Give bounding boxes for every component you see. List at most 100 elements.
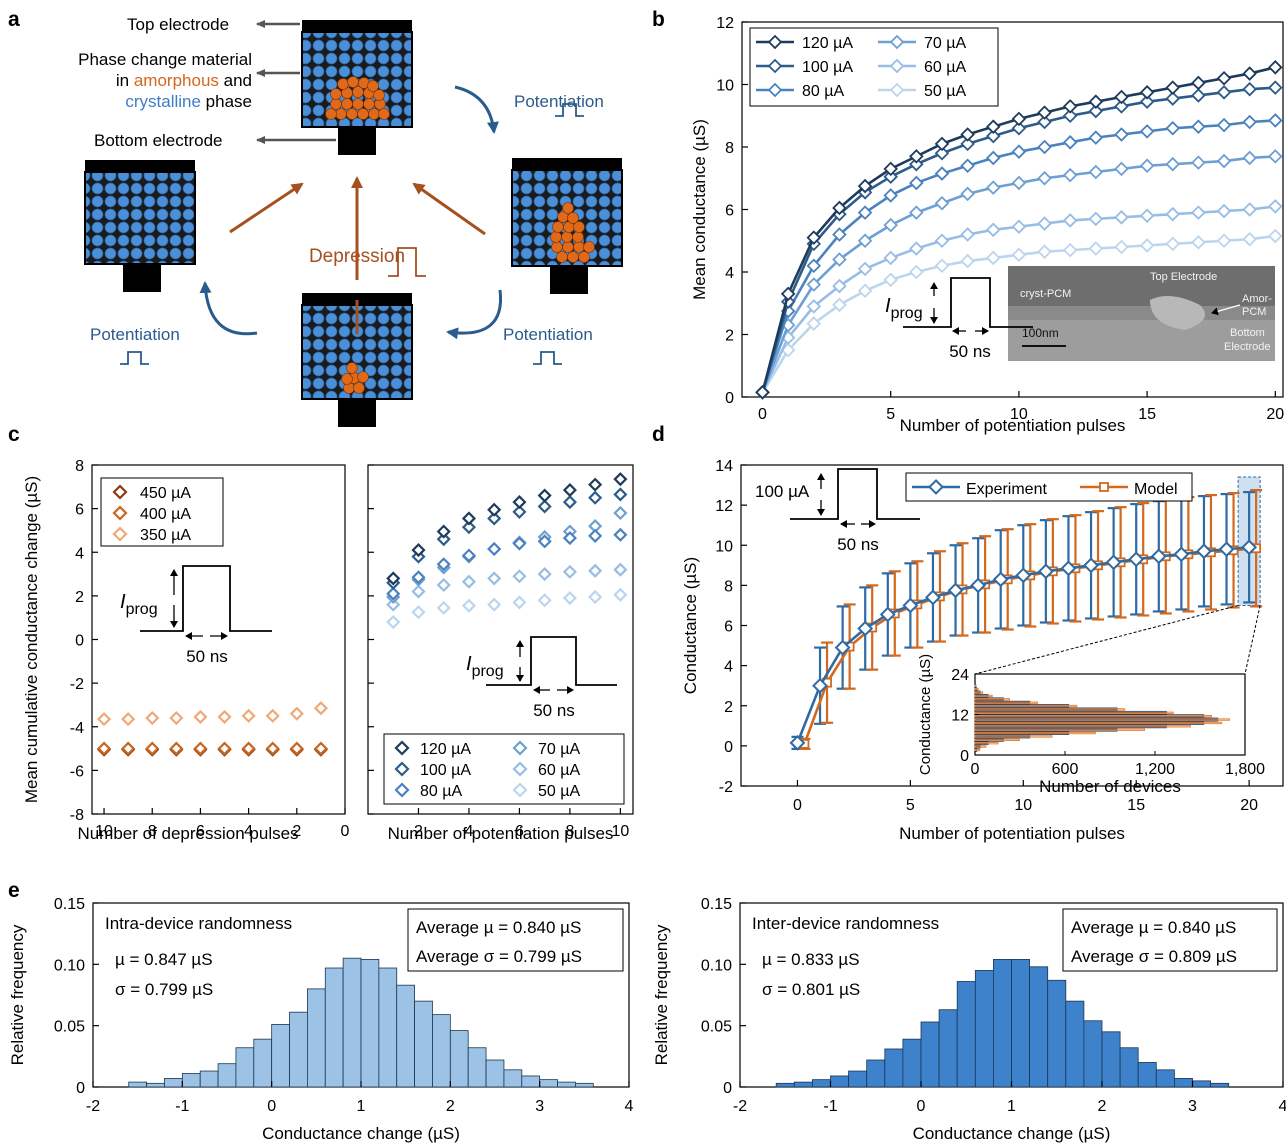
c-right-legend-marker [512,740,528,756]
b-point [1062,99,1078,114]
c-left-point [313,701,328,716]
d-point [789,734,806,751]
e-left-xtick-label: -1 [175,1098,189,1115]
pulse-potentiation-2 [533,351,562,365]
tem-top-label: Top Electrode [1150,271,1217,283]
b-xtick-label: 5 [886,406,895,423]
c-ylabel: Mean cumulative conductance change (µS) [22,476,41,803]
c-left-xtick-label: 2 [292,823,301,840]
pulse-c-right: Iprog 50 ns [466,636,617,720]
c-left-xtick-label: 6 [196,823,205,840]
d-zoom-line [1244,605,1261,675]
b-point [1139,124,1155,139]
b-point [909,264,924,280]
c-left-point [265,741,280,756]
b-point [985,250,1001,266]
c-right-legend-marker [394,740,410,756]
d-inset-ylabel: Conductance (µS) [917,654,934,775]
b-legend-marker [767,58,783,74]
d-point [992,571,1009,588]
b-xlabel: Number of potentiation pulses [900,416,1126,435]
b-point [1139,94,1155,109]
c-right-point [613,562,628,577]
b-point [806,316,822,331]
b-legend-label: 120 µA [802,35,853,52]
b-point [1268,60,1283,75]
e-left-xtick-label: 3 [535,1098,544,1115]
tem-scale-label: 100nm [1022,326,1059,340]
b-legend-marker [767,34,783,50]
pulse-d-width: 50 ns [837,535,879,554]
pulse-b: Iprog 50 ns [885,277,1033,361]
b-legend-label: 50 µA [924,83,966,100]
e-right-mu: µ = 0.833 µS [762,950,860,969]
c-left-point [121,712,136,727]
d-point [902,597,919,614]
e-left-bar [485,1059,505,1088]
d-point [1105,554,1122,571]
tem-amor-label1: Amor- [1242,293,1272,305]
e-right-ytick-label: 0 [723,1080,732,1097]
b-point [1242,81,1257,97]
c-right-point [588,477,603,492]
e-right-title: Inter-device randomness [752,914,939,933]
c-right-xtick-label: 4 [464,823,473,840]
d-point [1083,557,1099,574]
c-right-legend-label: 100 µA [420,762,471,779]
c-right-point [537,567,552,582]
b-point [883,217,898,233]
d-point [1218,541,1235,558]
b-point [1062,135,1078,150]
c-left-xtick-label: 0 [341,823,350,840]
d-point [1128,551,1145,568]
c-right-point [386,586,401,601]
b-point [883,188,898,203]
c-right-point [461,598,477,613]
b-point [780,294,796,309]
b-point [1037,170,1052,186]
c-right-point [436,600,451,615]
b-point [960,158,975,174]
e-left-xtick-label: 0 [267,1098,276,1115]
b-xtick-label: 10 [1010,406,1028,423]
b-point [934,233,950,249]
e-left-ytick-label: 0.10 [54,957,85,974]
c-left-point [145,710,160,726]
e-left-xlabel: Conductance change (µS) [262,1124,460,1143]
e-right-bar [793,1081,813,1088]
c-right-point [562,564,577,579]
arrow-depression-right [412,182,486,236]
c-right-point [436,532,451,547]
e-right-ytick-label: 0.10 [701,957,732,974]
c-right-point [512,536,527,551]
c-right-point [386,597,401,612]
chart-e-right: -2 -1 0 1 2 3 4 0 0.05 0.10 0.15 Conductance change… [652,896,1286,1143]
e-left-bar [199,1070,219,1088]
b-legend-marker [889,58,905,74]
e-right-avg-sigma: Average σ = 0.809 µS [1071,947,1237,966]
panel-letter-e: e [8,879,20,902]
b-point [1191,205,1206,220]
b-point [1191,75,1206,91]
e-left-bar [432,1014,451,1088]
b-point [1139,158,1155,174]
b-ytick-label: 4 [725,265,734,282]
e-left-bar [449,1030,469,1088]
e-right-bar [1065,1000,1085,1088]
c-right-point [537,499,552,514]
c-right-point [487,571,502,586]
d-point [925,589,941,606]
c-ytick-label: -2 [70,676,84,693]
d-inset-xtick-label: 1,200 [1135,761,1175,778]
amorphous-dome-bottom [341,362,369,394]
e-left-sigma: σ = 0.799 µS [115,980,213,999]
label-top-electrode: Top electrode [127,15,229,34]
c-right-legend-marker [394,782,410,798]
b-point [1062,167,1078,183]
b-legend-marker [889,82,905,98]
c-left-point [193,741,208,756]
b-legend-label: 70 µA [924,35,966,52]
